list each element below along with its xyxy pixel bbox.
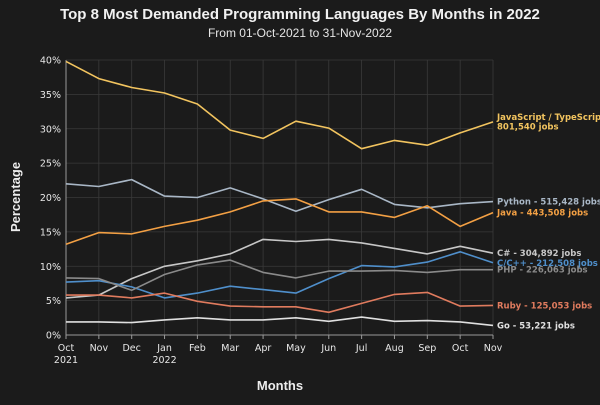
- y-tick-label: 10%: [40, 262, 61, 273]
- series-line-c: [65, 238, 494, 299]
- series-end-label-c-c: C/C++ - 212,508 jobs: [497, 259, 598, 269]
- x-tick-sublabel: 2022: [152, 355, 176, 366]
- series-end-label-javascript-typescript: JavaScript / TypeScript: [496, 113, 600, 123]
- y-axis-title: Percentage: [8, 162, 23, 232]
- x-tick-label: Apr: [255, 343, 272, 354]
- y-tick-label: 30%: [40, 124, 61, 135]
- x-tick-label: Aug: [385, 343, 404, 354]
- series-end-label-ruby: Ruby - 125,053 jobs: [497, 301, 592, 311]
- series-end-label-python: Python - 515,428 jobs: [497, 198, 600, 208]
- series-end-label-java: Java - 443,508 jobs: [496, 209, 588, 219]
- x-tick-label: May: [286, 343, 306, 354]
- y-tick-label: 15%: [40, 227, 61, 238]
- x-tick-label: Jun: [320, 343, 336, 354]
- x-tick-label: Nov: [484, 343, 503, 354]
- series-end-label-javascript-typescript: 801,540 jobs: [497, 123, 559, 133]
- x-tick-label: Sep: [418, 343, 436, 354]
- x-tick-label: Feb: [189, 343, 206, 354]
- series-line-java: [65, 198, 494, 246]
- y-tick-label: 0%: [46, 331, 61, 342]
- x-tick-label: Jul: [355, 343, 367, 354]
- y-tick-label: 40%: [40, 56, 61, 67]
- y-tick-label: 35%: [40, 90, 61, 101]
- chart-title: Top 8 Most Demanded Programming Language…: [60, 6, 540, 23]
- series-line-c-c: [65, 251, 494, 299]
- y-tick-label: 20%: [40, 193, 61, 204]
- y-tick-label: 5%: [46, 296, 61, 307]
- chart-subtitle: From 01-Oct-2021 to 31-Nov-2022: [208, 26, 392, 40]
- x-tick-sublabel: 2021: [54, 355, 78, 366]
- x-tick-label: Nov: [90, 343, 109, 354]
- series-end-label-php: PHP - 226,063 jobs: [497, 266, 588, 276]
- series-end-label-go: Go - 53,221 jobs: [497, 321, 575, 331]
- x-tick-label: Jan: [156, 343, 172, 354]
- x-axis-title: Months: [257, 378, 303, 393]
- y-axis: 0% 5% 10% 15% 20% 25% 30% 35% 40%: [40, 56, 61, 342]
- series-line-javascript-typescript: [65, 60, 494, 150]
- x-tick-label: Oct: [452, 343, 469, 354]
- series-line-php: [65, 259, 493, 292]
- series-line-ruby: [66, 291, 494, 314]
- x-tick-label: Oct: [58, 343, 75, 354]
- series-end-label-c: C# - 304,892 jobs: [497, 249, 581, 259]
- x-tick-label: Dec: [122, 343, 140, 354]
- series-line-go: [66, 316, 494, 327]
- x-tick-label: Mar: [221, 343, 239, 354]
- series-lines: [65, 60, 494, 327]
- y-tick-label: 25%: [40, 159, 61, 170]
